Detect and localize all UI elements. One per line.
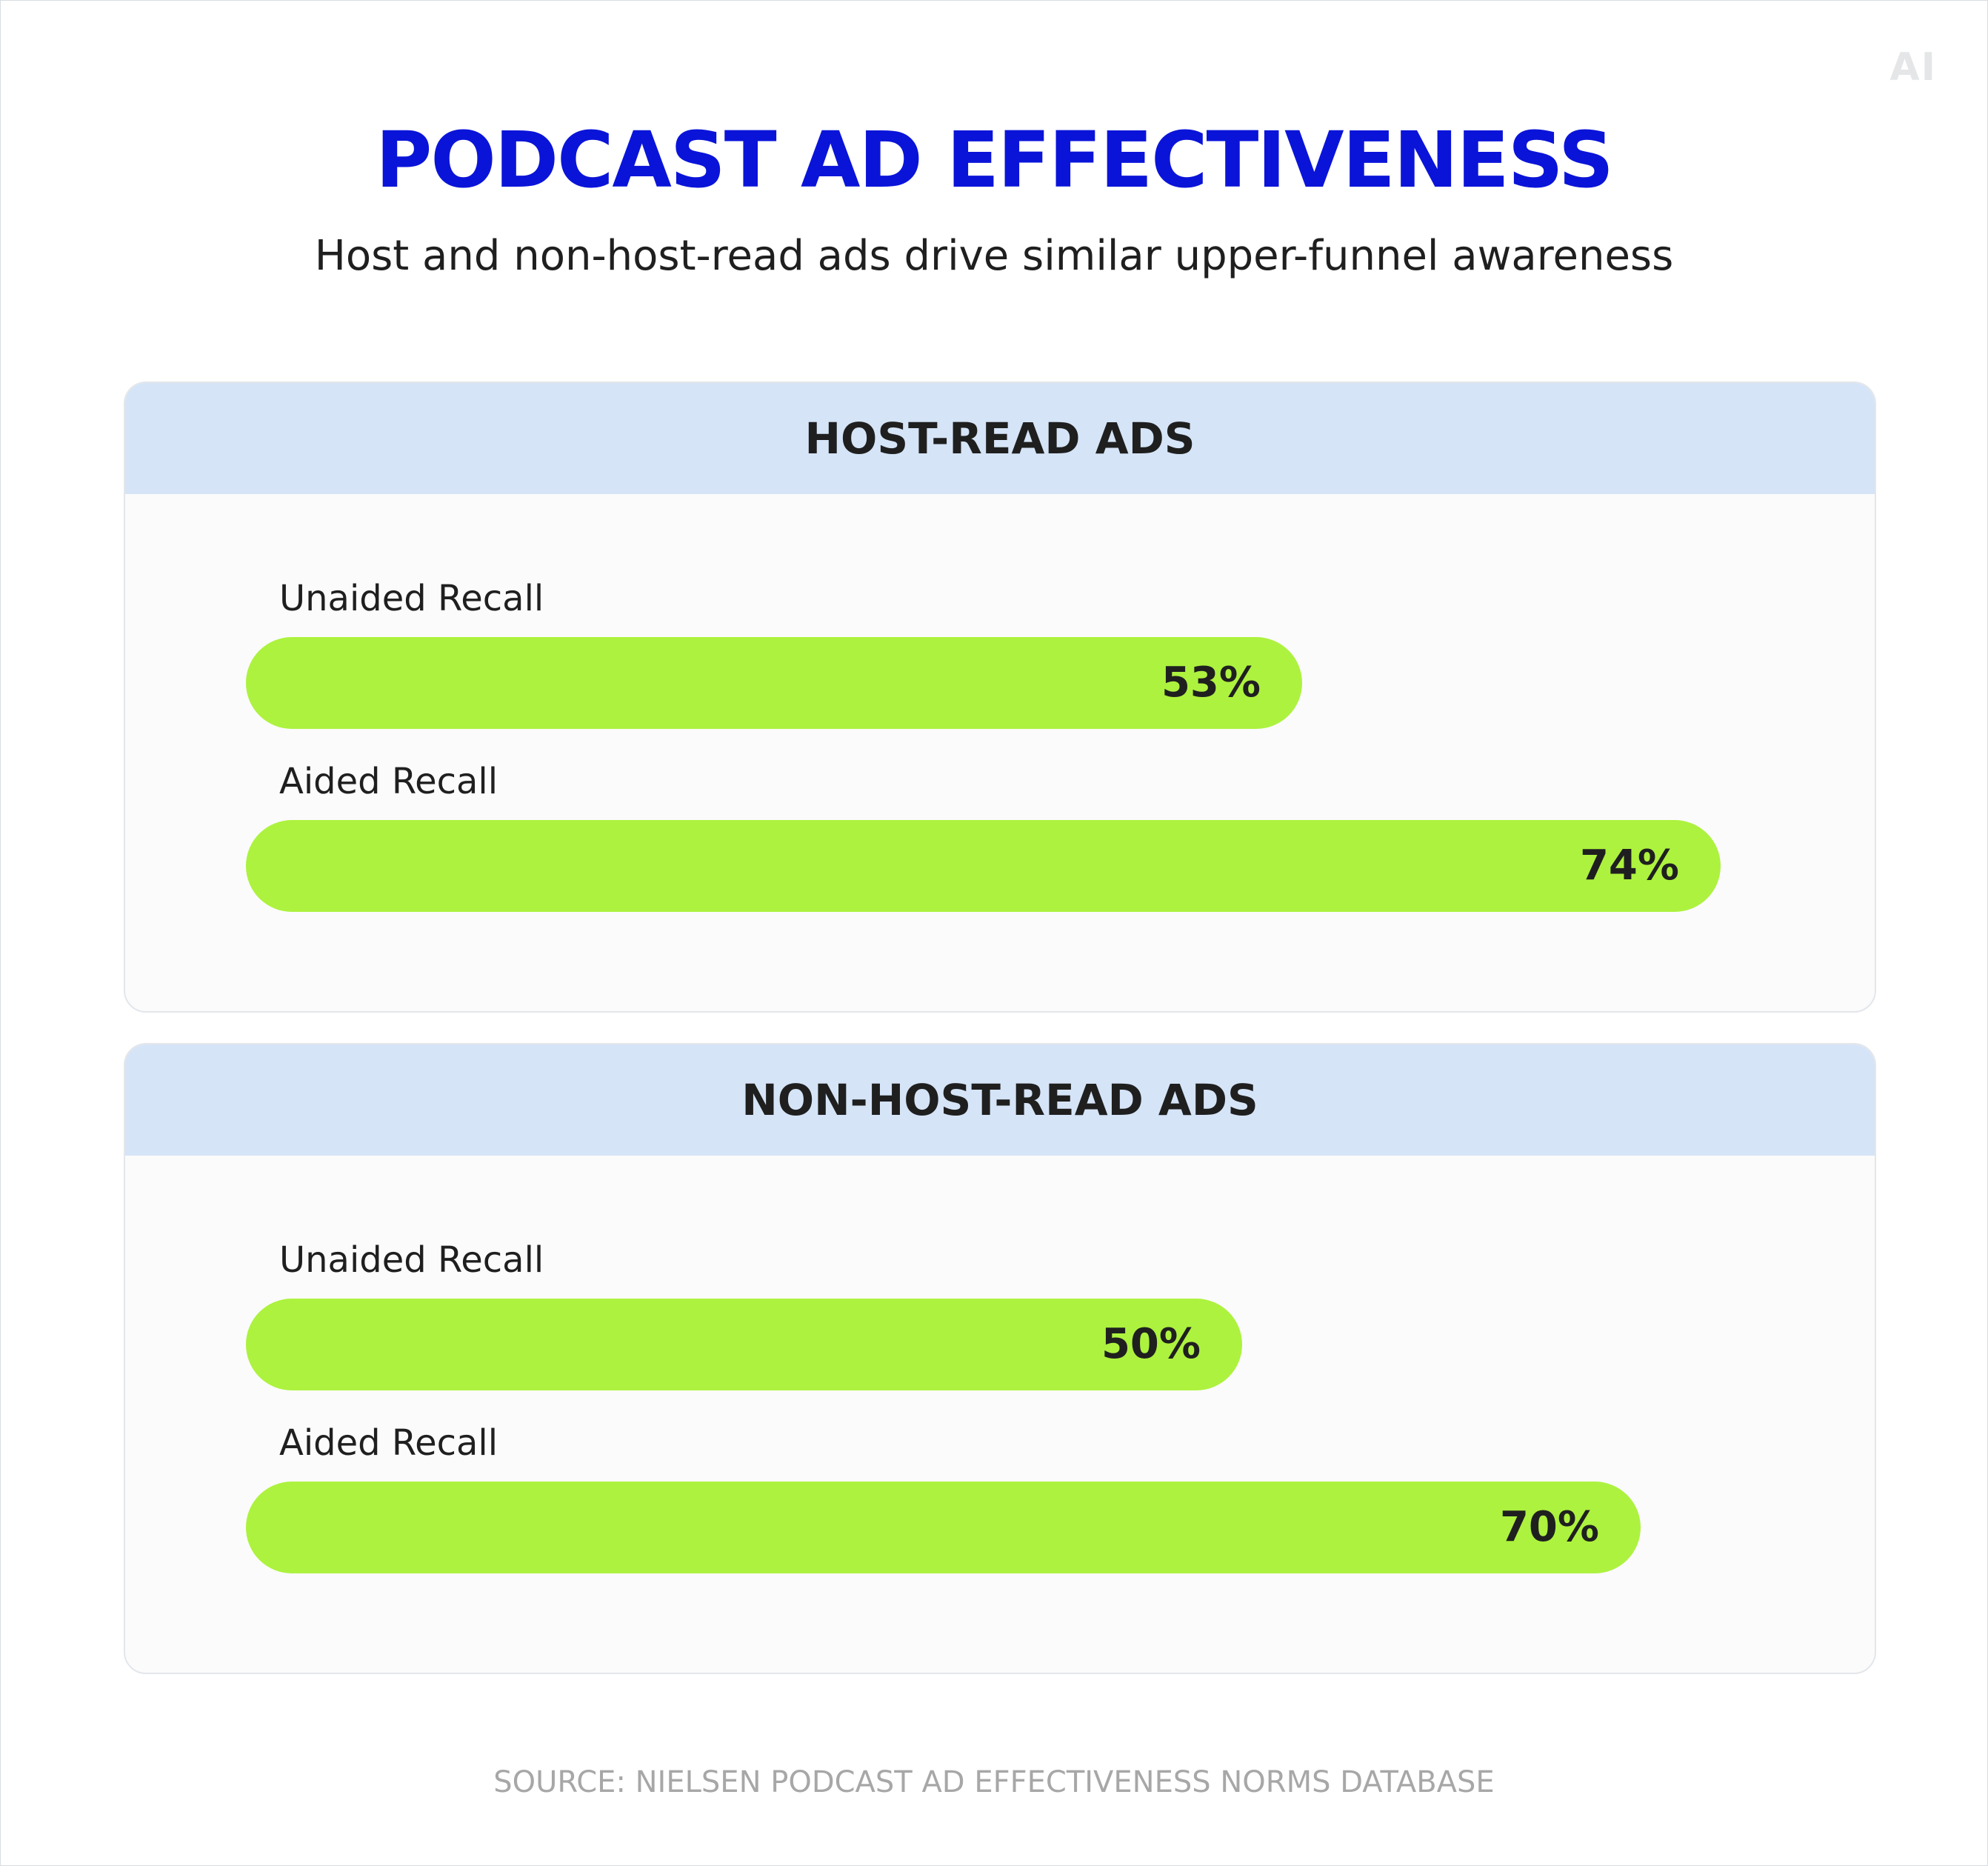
bar-value-label: 70% <box>1499 1503 1599 1551</box>
bar-label: Aided Recall <box>279 1422 498 1464</box>
panel-header: NON-HOST-READ ADS <box>125 1044 1875 1156</box>
panel-header: HOST-READ ADS <box>125 383 1875 494</box>
chart-subtitle: Host and non-host-read ads drive similar… <box>314 232 1674 280</box>
chart-title: PODCAST AD EFFECTIVENESS <box>376 115 1614 205</box>
bar-value-label: 53% <box>1161 659 1261 707</box>
bar-value-label: 50% <box>1101 1320 1201 1368</box>
ai-logo: AI <box>1889 45 1937 90</box>
bar: 74% <box>246 820 1721 912</box>
bar: 70% <box>246 1482 1641 1573</box>
bar-label: Unaided Recall <box>279 578 544 619</box>
bar-label: Unaided Recall <box>279 1239 544 1281</box>
bar: 53% <box>246 637 1302 729</box>
bar-label: Aided Recall <box>279 761 498 802</box>
source-note: SOURCE: NIELSEN PODCAST AD EFFECTIVENESS… <box>493 1765 1495 1799</box>
bar: 50% <box>246 1299 1242 1390</box>
panel-non-host-read: NON-HOST-READ ADS Unaided Recall 50% Aid… <box>124 1043 1876 1674</box>
panel-host-read: HOST-READ ADS Unaided Recall 53% Aided R… <box>124 381 1876 1013</box>
bar-value-label: 74% <box>1579 842 1679 890</box>
